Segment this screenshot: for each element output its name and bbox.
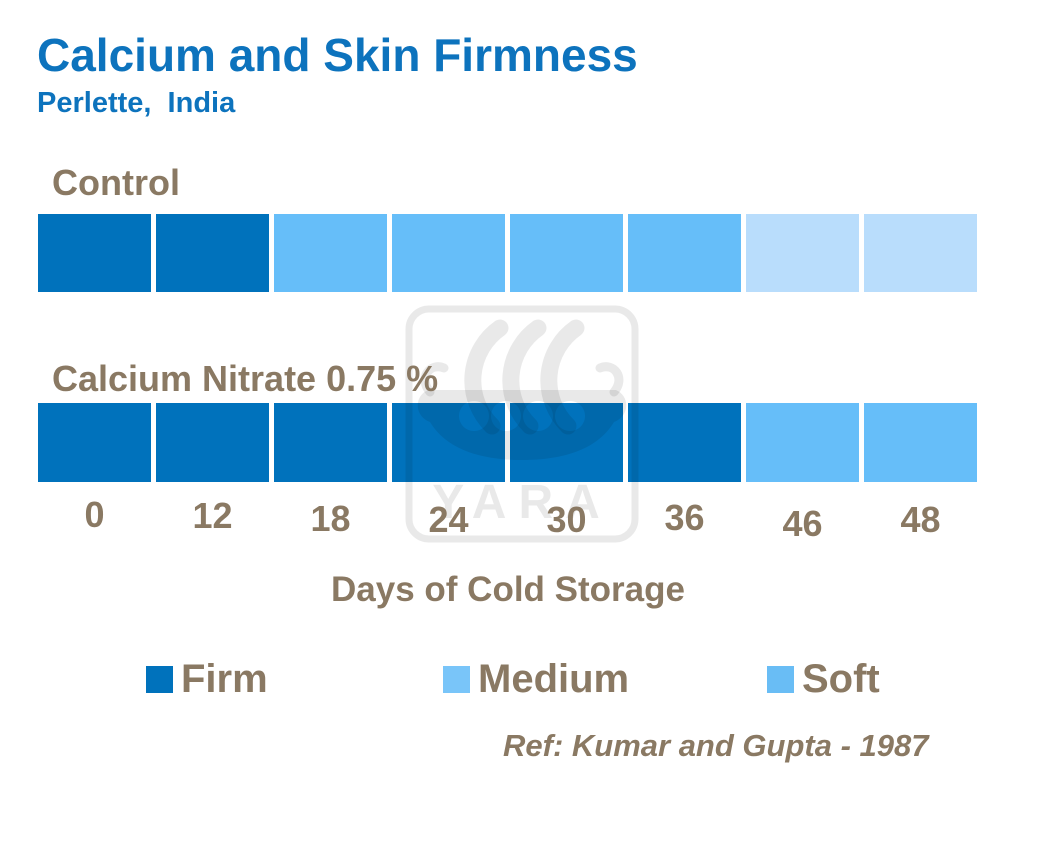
x-tick-label: 24 (428, 499, 469, 540)
bar-segment-firm (156, 403, 269, 482)
legend-swatch-firm (146, 665, 173, 693)
legend-item-medium: Medium (443, 650, 629, 708)
bar-segment-medium (628, 214, 741, 292)
x-tick-label: 30 (546, 499, 587, 540)
bar-segment-firm (628, 403, 741, 482)
bar-row-control (38, 214, 977, 292)
series-label-calcium-nitrate: Calcium Nitrate 0.75 % (52, 358, 439, 399)
bar-segment-firm (274, 403, 387, 482)
bar-segment-firm (38, 214, 151, 292)
chart-title: Calcium and Skin Firmness (37, 29, 638, 81)
legend-item-firm: Firm (146, 650, 268, 708)
x-tick-label: 12 (192, 495, 233, 536)
chart-subtitle: Perlette, India (37, 87, 236, 119)
bar-segment-medium (510, 214, 623, 292)
legend-swatch-soft (767, 665, 794, 693)
bar-segment-soft (746, 214, 859, 292)
bar-row-calcium-nitrate (38, 403, 977, 482)
legend-label: Firm (181, 656, 268, 701)
ship-prow-curls-icon (420, 362, 624, 397)
x-tick-label: 46 (782, 503, 823, 544)
legend-swatch-medium (443, 665, 470, 693)
legend-item-soft: Soft (767, 650, 880, 708)
x-tick-label: 0 (84, 494, 105, 535)
bar-segment-medium (746, 403, 859, 482)
bar-segment-firm (38, 403, 151, 482)
x-tick-label: 48 (900, 499, 941, 540)
legend-label: Medium (478, 656, 630, 701)
bar-segment-medium (274, 214, 387, 292)
x-axis-title: Days of Cold Storage (331, 570, 685, 609)
legend: Firm Medium Soft (0, 650, 1051, 708)
legend-label: Soft (802, 656, 880, 701)
bar-segment-soft (864, 214, 977, 292)
series-label-control: Control (52, 162, 180, 203)
reference-text: Ref: Kumar and Gupta - 1987 (503, 728, 929, 763)
bar-segment-firm (392, 403, 505, 482)
x-tick-label: 18 (310, 498, 351, 539)
x-tick-label: 36 (664, 497, 705, 538)
bar-segment-medium (392, 214, 505, 292)
bar-segment-medium (864, 403, 977, 482)
bar-segment-firm (156, 214, 269, 292)
bar-segment-firm (510, 403, 623, 482)
